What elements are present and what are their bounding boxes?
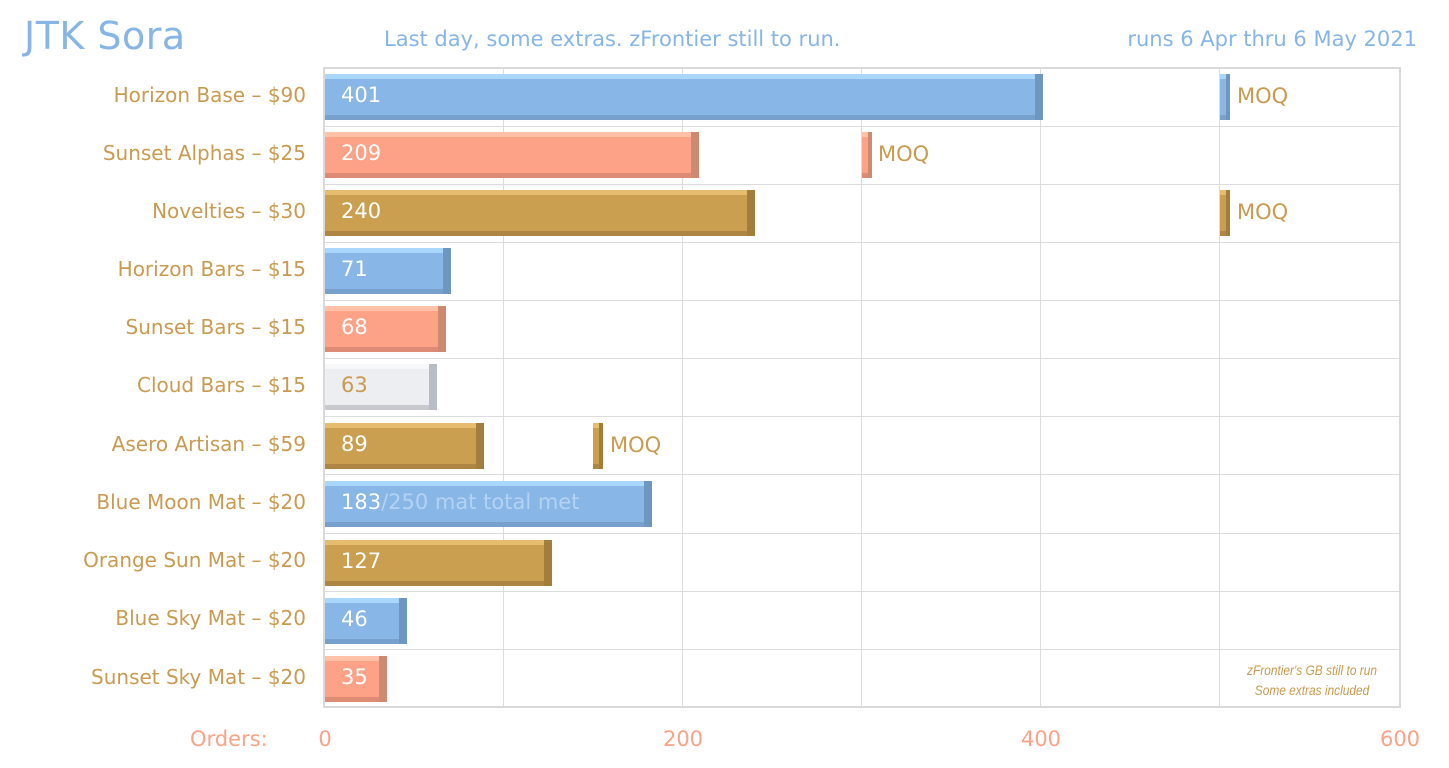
- moq-label: MOQ: [1237, 84, 1289, 108]
- row-label: Sunset Alphas – $25: [102, 141, 306, 165]
- bar-asero-artisan: 89: [325, 423, 484, 469]
- bar-value: 183: [341, 490, 382, 514]
- date-range: runs 6 Apr thru 6 May 2021: [1127, 27, 1417, 51]
- mat-total-note: /250 mat total met: [381, 490, 580, 514]
- moq-label: MOQ: [610, 433, 662, 457]
- moq-label: MOQ: [878, 142, 930, 166]
- bar-sunset-bars: 68: [325, 306, 446, 352]
- bar-value: 71: [341, 257, 368, 281]
- bar-value: 401: [341, 83, 382, 107]
- gridline-row: [325, 591, 1399, 592]
- bar-value: 68: [341, 315, 368, 339]
- gridline-row: [325, 300, 1399, 301]
- moq-marker-sunset-alphas: [862, 132, 872, 178]
- zfrontier-note: zFrontier's GB still to run Some extras …: [1236, 660, 1389, 700]
- chart-subtitle: Last day, some extras. zFrontier still t…: [384, 27, 841, 51]
- gridline-row: [325, 416, 1399, 417]
- gridline-x-200: [682, 69, 683, 706]
- bar-value: 46: [341, 607, 368, 631]
- bar-value: 240: [341, 199, 382, 223]
- x-tick-0: 0: [318, 727, 332, 751]
- x-tick-600: 600: [1379, 727, 1421, 751]
- bar-value: 35: [341, 665, 368, 689]
- moq-marker-novelties: [1220, 190, 1230, 236]
- row-label: Orange Sun Mat – $20: [83, 548, 306, 572]
- row-label: Blue Moon Mat – $20: [96, 490, 306, 514]
- gridline-x-400: [1040, 69, 1041, 706]
- bar-horizon-bars: 71: [325, 248, 451, 294]
- bar-blue-moon-mat: 183/250 mat total met: [325, 481, 652, 527]
- moq-label: MOQ: [1237, 200, 1289, 224]
- row-label: Blue Sky Mat – $20: [115, 606, 306, 630]
- chart-title: JTK Sora: [24, 14, 186, 58]
- gridline-x-100: [503, 69, 504, 706]
- x-tick-400: 400: [1020, 727, 1062, 751]
- gridline-x-500: [1219, 69, 1220, 706]
- bar-value: 63: [341, 373, 368, 397]
- row-label: Sunset Sky Mat – $20: [91, 665, 306, 689]
- gridline-x-300: [861, 69, 862, 706]
- row-label: Cloud Bars – $15: [137, 373, 306, 397]
- row-label: Novelties – $30: [152, 199, 306, 223]
- plot-area: [323, 67, 1401, 708]
- row-label: Sunset Bars – $15: [125, 315, 306, 339]
- x-axis-title: Orders:: [190, 727, 268, 751]
- bar-value: 89: [341, 432, 368, 456]
- bar-sunset-sky-mat: 35: [325, 656, 387, 702]
- gridline-row: [325, 358, 1399, 359]
- bar-novelties: 240: [325, 190, 755, 236]
- moq-marker-horizon-base: [1220, 74, 1230, 120]
- row-label: Horizon Bars – $15: [117, 257, 306, 281]
- note-line-2: Some extras included: [1254, 682, 1370, 698]
- note-line-1: zFrontier's GB still to run: [1247, 662, 1377, 678]
- moq-marker-asero-artisan: [593, 423, 603, 469]
- bar-sunset-alphas: 209: [325, 132, 699, 178]
- bar-cloud-bars: 63: [325, 364, 437, 410]
- bar-value: 209: [341, 141, 382, 165]
- bar-orange-sun-mat: 127: [325, 540, 552, 586]
- bar-value: 127: [341, 549, 382, 573]
- bar-horizon-base: 401: [325, 74, 1043, 120]
- gridline-row: [325, 649, 1399, 650]
- gridline-row: [325, 242, 1399, 243]
- gridline-row: [325, 474, 1399, 475]
- bar-blue-sky-mat: 46: [325, 598, 407, 644]
- bar-value-wrap: 183/250 mat total met: [341, 490, 579, 514]
- gridline-row: [325, 184, 1399, 185]
- gridline-row: [325, 533, 1399, 534]
- gridline-row: [325, 126, 1399, 127]
- row-label: Horizon Base – $90: [113, 83, 306, 107]
- row-label: Asero Artisan – $59: [111, 432, 306, 456]
- x-tick-200: 200: [662, 727, 704, 751]
